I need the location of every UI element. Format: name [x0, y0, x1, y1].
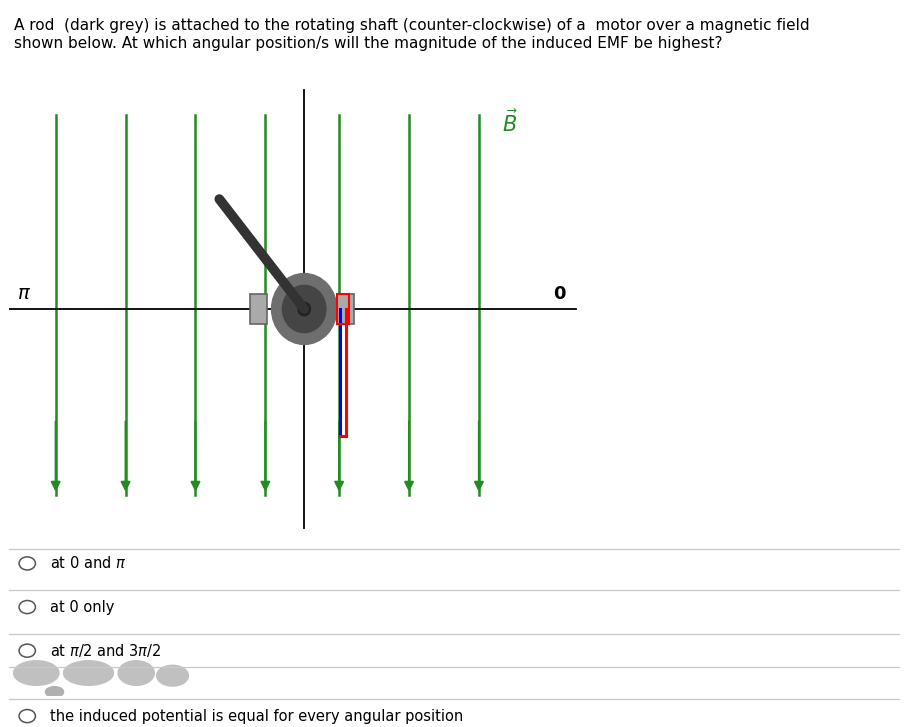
Text: at 0 only: at 0 only: [50, 600, 114, 614]
Circle shape: [282, 285, 326, 332]
Text: at $\pi$/2 and 3$\pi$/2: at $\pi$/2 and 3$\pi$/2: [50, 642, 161, 659]
Text: the induced potential is equal for every angular position: the induced potential is equal for every…: [50, 709, 463, 723]
Ellipse shape: [64, 661, 114, 686]
Text: $\pi$: $\pi$: [17, 284, 31, 303]
Text: $\bf{0}$: $\bf{0}$: [553, 285, 567, 303]
Circle shape: [298, 302, 311, 316]
Circle shape: [271, 273, 337, 345]
Text: $\vec{B}$: $\vec{B}$: [502, 109, 518, 136]
Bar: [337, 294, 354, 324]
Text: at 0 and $\pi$: at 0 and $\pi$: [50, 555, 126, 571]
Text: A rod  (dark grey) is attached to the rotating shaft (counter-clockwise) of a  m: A rod (dark grey) is attached to the rot…: [14, 18, 809, 51]
Ellipse shape: [157, 665, 189, 686]
Bar: [337, 294, 350, 324]
Ellipse shape: [45, 686, 64, 697]
Ellipse shape: [14, 661, 59, 686]
Bar: [250, 294, 267, 324]
Ellipse shape: [118, 661, 154, 686]
